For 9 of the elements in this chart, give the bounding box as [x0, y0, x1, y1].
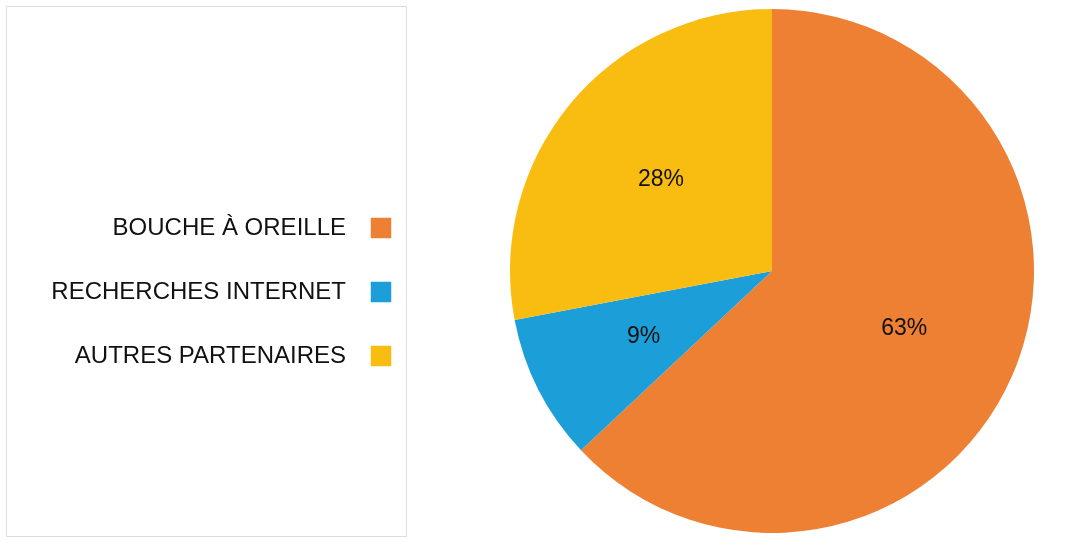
pie-slice — [581, 9, 1034, 533]
legend-label: BOUCHE À OREILLE — [112, 213, 346, 240]
data-label: 9% — [626, 322, 661, 349]
data-label: 28% — [637, 165, 684, 192]
legend-label: RECHERCHES INTERNET — [51, 277, 347, 304]
legend-label: AUTRES PARTENAIRES — [74, 341, 346, 368]
pie-slice — [510, 9, 772, 321]
data-label: 63% — [881, 314, 928, 341]
pie-slice — [514, 271, 772, 451]
